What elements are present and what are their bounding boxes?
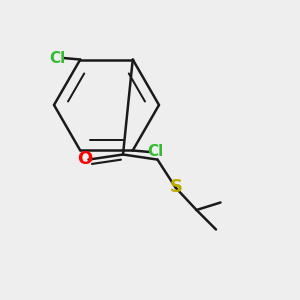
Text: O: O: [77, 150, 92, 168]
Text: Cl: Cl: [148, 145, 164, 160]
Text: Cl: Cl: [49, 50, 65, 65]
Text: S: S: [170, 178, 183, 196]
